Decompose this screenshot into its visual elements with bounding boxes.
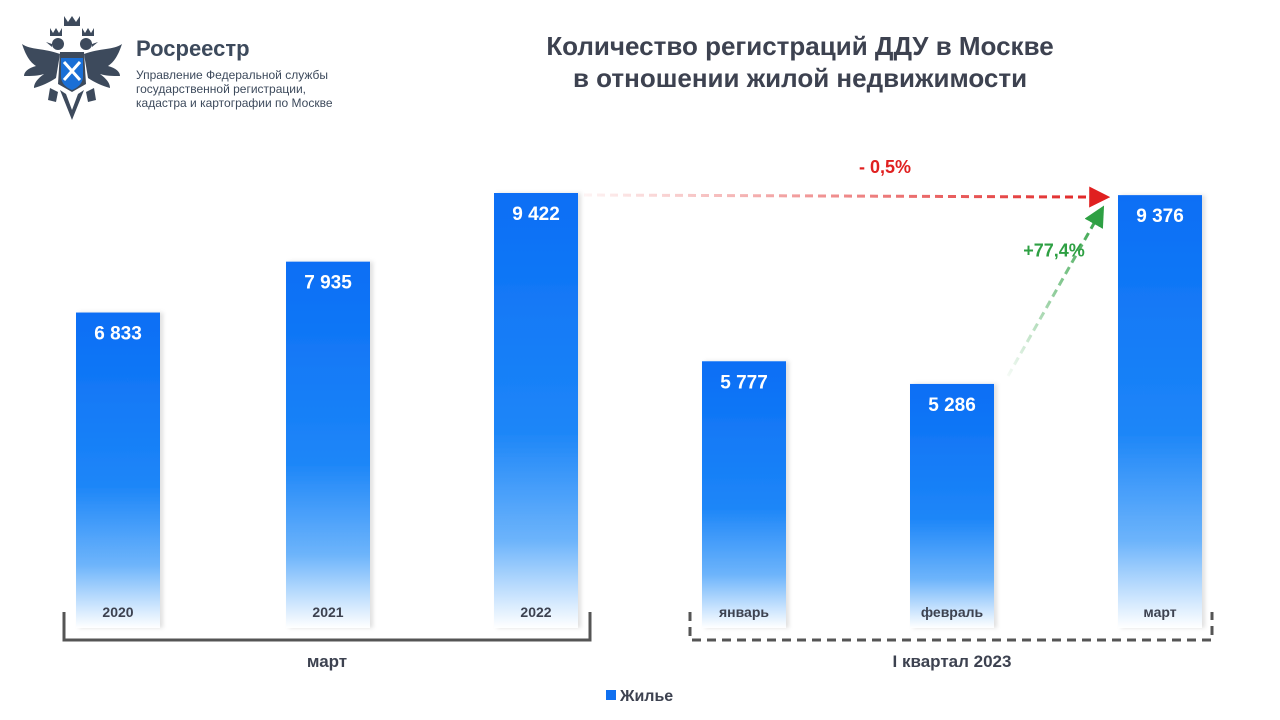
data-label: 9 376 bbox=[1136, 206, 1184, 227]
data-label: 9 422 bbox=[512, 204, 560, 225]
group-bracket bbox=[62, 612, 592, 642]
legend-label: Жилье bbox=[620, 688, 674, 705]
chart-title-line: в отношении жилой недвижимости bbox=[572, 63, 1028, 93]
bar-2021 bbox=[286, 261, 370, 628]
category-label: февраль bbox=[921, 604, 984, 620]
category-label: март bbox=[1143, 604, 1176, 620]
double-headed-eagle-icon bbox=[22, 16, 122, 120]
group-bracket bbox=[688, 612, 1214, 642]
chart-title: Количество регистраций ДДУ в Москве в от… bbox=[440, 30, 1160, 94]
legend-swatch bbox=[606, 690, 616, 700]
data-label: 5 286 bbox=[928, 395, 976, 416]
increase-arrow bbox=[1006, 205, 1105, 377]
decrease-label: - 0,5% bbox=[859, 157, 911, 177]
category-label: 2020 bbox=[102, 604, 133, 620]
bar-март bbox=[1118, 195, 1202, 628]
bar-2020 bbox=[76, 312, 160, 628]
bar-2022 bbox=[494, 193, 578, 628]
data-label: 7 935 bbox=[304, 273, 352, 294]
group-label: март bbox=[307, 652, 347, 671]
data-label: 6 833 bbox=[94, 324, 142, 345]
chart-title-line: Количество регистраций ДДУ в Москве bbox=[546, 31, 1054, 61]
bar-январь bbox=[702, 361, 786, 628]
category-label: 2021 bbox=[312, 604, 343, 620]
brand-subtitle: Управление Федеральной службы государств… bbox=[136, 68, 366, 110]
rosreestr-logo: Росреестр Управление Федеральной службы … bbox=[20, 14, 360, 124]
bar-февраль bbox=[910, 383, 994, 628]
brand-name: Росреестр bbox=[136, 36, 250, 61]
decrease-arrow bbox=[583, 186, 1111, 208]
brand-subtitle-line: кадастра и картографии по Москве bbox=[136, 96, 333, 110]
category-label: 2022 bbox=[520, 604, 551, 620]
group-label: I квартал 2023 bbox=[893, 652, 1012, 671]
brand-subtitle-line: Управление Федеральной службы bbox=[136, 68, 328, 82]
brand-subtitle-line: государственной регистрации, bbox=[136, 82, 306, 96]
chart-legend: Жилье bbox=[606, 688, 673, 706]
data-label: 5 777 bbox=[720, 372, 768, 393]
increase-label: +77,4% bbox=[1023, 241, 1085, 261]
category-label: январь bbox=[719, 604, 769, 620]
